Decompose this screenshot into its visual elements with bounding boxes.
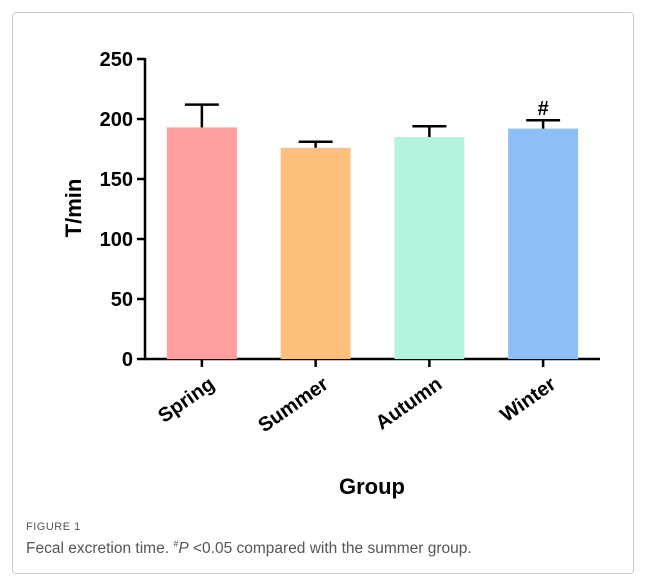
significance-marker: # <box>538 98 549 120</box>
x-tick-label-spring: Spring <box>154 373 219 427</box>
caption-rest: <0.05 compared with the summer group. <box>188 540 472 558</box>
caption-p: P <box>178 540 189 558</box>
x-axis-title: Group <box>339 474 405 499</box>
figure-caption: Fecal excretion time. #P <0.05 compared … <box>26 539 472 558</box>
caption-hash: # <box>173 539 179 549</box>
y-tick-label: 250 <box>100 49 133 71</box>
bar-spring <box>166 127 237 360</box>
y-tick-label: 100 <box>100 229 133 251</box>
figure-label: FIGURE 1 <box>26 521 81 533</box>
bar-summer <box>280 147 351 359</box>
y-tick-label: 200 <box>100 109 133 131</box>
y-tick-label: 150 <box>100 169 133 191</box>
bar-chart: 0 50 100 150 200 250 Spring Summer Autumn Winter #… <box>61 49 600 499</box>
caption-main: Fecal excretion time. <box>26 540 174 558</box>
y-axis-title: T/min <box>61 179 86 238</box>
y-tick-label: 50 <box>111 289 133 311</box>
x-tick-label-summer: Summer <box>254 373 332 437</box>
x-tick-label-autumn: Autumn <box>372 373 447 434</box>
y-tick-label: 0 <box>122 349 133 371</box>
plot-area: 0 50 100 150 200 250 Spring Summer Autumn Winter # <box>100 49 600 437</box>
bar-winter <box>508 128 579 359</box>
bar-autumn <box>394 137 465 359</box>
x-tick-label-winter: Winter <box>497 373 561 427</box>
